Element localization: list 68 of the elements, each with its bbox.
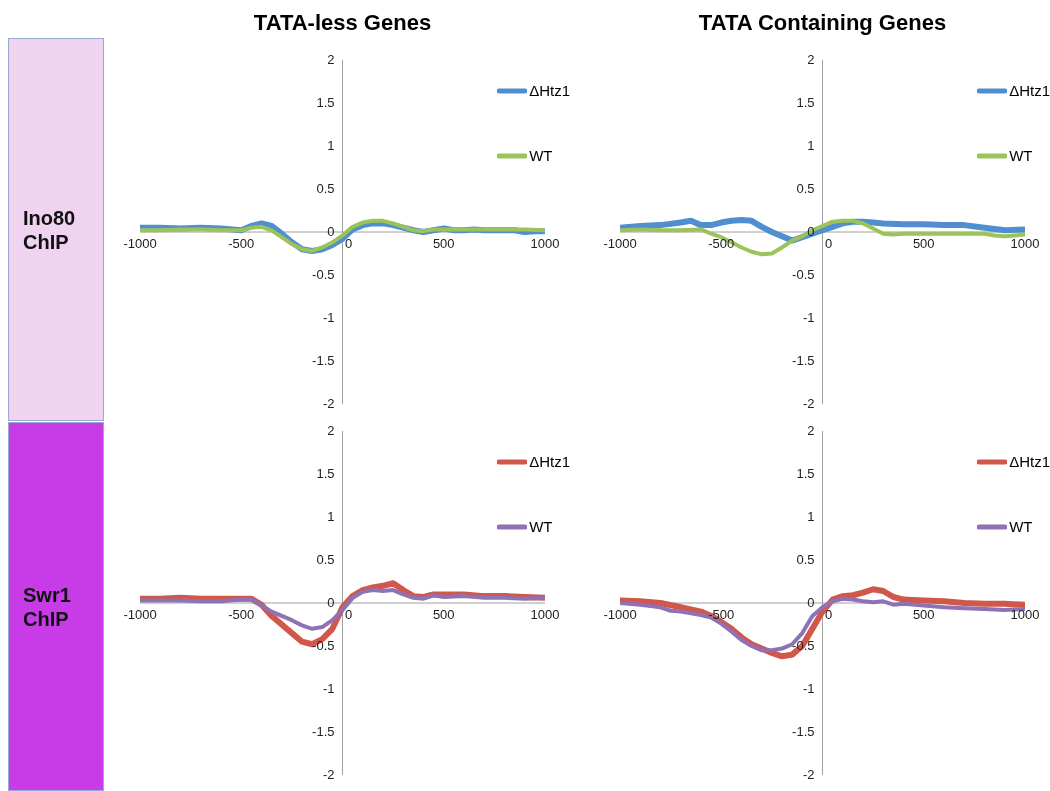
y-tick-label: 0.5	[796, 552, 815, 567]
x-tick-label: 0	[344, 236, 353, 251]
y-tick-label: 1.5	[316, 466, 335, 481]
x-tick-label: 500	[432, 607, 455, 622]
legend-label: ΔHtz1	[529, 82, 570, 99]
x-tick-label: 1000	[1010, 236, 1040, 251]
y-tick-label: 0	[327, 595, 335, 610]
y-tick-label: 0.5	[796, 181, 815, 196]
y-tick-label: -0.5	[792, 267, 815, 282]
chart-title: TATA-less Genes	[252, 10, 433, 36]
y-tick-label: 1.5	[316, 95, 335, 110]
y-tick-label: -1	[322, 310, 335, 325]
x-tick-label: 500	[912, 236, 935, 251]
y-tick-label: 1.5	[796, 466, 815, 481]
x-tick-label: -1000	[123, 236, 157, 251]
row-header-panel: Swr1 ChIP	[8, 422, 104, 791]
y-tick-label: -1.5	[312, 724, 335, 739]
y-tick-label: -0.5	[312, 638, 335, 653]
x-tick-label: -500	[228, 236, 255, 251]
y-tick-label: 1.5	[796, 95, 815, 110]
x-tick-label: 1000	[1010, 607, 1040, 622]
legend-label: WT	[1009, 147, 1033, 164]
y-tick-label: -1	[802, 681, 815, 696]
y-tick-label: 1	[807, 509, 815, 524]
y-tick-label: -2	[322, 767, 335, 782]
x-tick-label: 0	[824, 607, 833, 622]
y-tick-label: 0	[327, 224, 335, 239]
y-tick-label: -1.5	[792, 724, 815, 739]
legend-label: WT	[1009, 518, 1033, 535]
legend-label: ΔHtz1	[1009, 453, 1050, 470]
chart-title: TATA Containing Genes	[697, 10, 948, 36]
y-tick-label: 1	[327, 138, 335, 153]
legend-label: WT	[529, 518, 553, 535]
y-tick-label: -2	[802, 767, 815, 782]
y-tick-label: -1.5	[312, 353, 335, 368]
x-tick-label: 1000	[530, 236, 560, 251]
y-tick-label: 1	[807, 138, 815, 153]
y-tick-label: -1	[802, 310, 815, 325]
y-tick-label: -1	[322, 681, 335, 696]
y-tick-label: 1	[327, 509, 335, 524]
x-tick-label: -500	[228, 607, 255, 622]
x-tick-label: 0	[824, 236, 833, 251]
y-tick-label: 0.5	[316, 181, 335, 196]
legend-label: ΔHtz1	[1009, 82, 1050, 99]
x-tick-label: 500	[432, 236, 455, 251]
y-tick-label: 0	[807, 595, 815, 610]
y-tick-label: 2	[807, 423, 815, 438]
x-tick-label: -1000	[123, 607, 157, 622]
y-tick-label: -2	[802, 396, 815, 411]
x-tick-label: 0	[344, 607, 353, 622]
y-axis-title: Ino80 ChIP	[22, 205, 77, 254]
y-tick-label: -2	[322, 396, 335, 411]
y-tick-label: 2	[327, 52, 335, 67]
x-tick-label: -1000	[603, 236, 637, 251]
y-tick-label: -0.5	[312, 267, 335, 282]
y-tick-label: -1.5	[792, 353, 815, 368]
y-tick-label: 2	[807, 52, 815, 67]
row-header-panel: Ino80 ChIP	[8, 38, 104, 421]
y-axis-title: Swr1 ChIP	[22, 582, 72, 631]
x-tick-label: -1000	[603, 607, 637, 622]
x-tick-label: -500	[708, 236, 735, 251]
x-tick-label: -500	[708, 607, 735, 622]
legend-label: ΔHtz1	[529, 453, 570, 470]
x-tick-label: 500	[912, 607, 935, 622]
x-tick-label: 1000	[530, 607, 560, 622]
y-tick-label: 2	[327, 423, 335, 438]
y-tick-label: 0.5	[316, 552, 335, 567]
legend-label: WT	[529, 147, 553, 164]
